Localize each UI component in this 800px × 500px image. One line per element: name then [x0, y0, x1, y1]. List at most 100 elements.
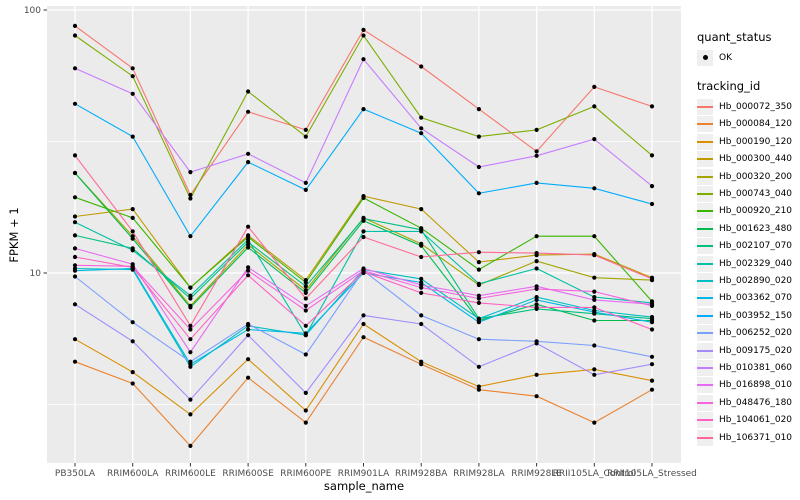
- data-point: [72, 274, 78, 279]
- data-point: [476, 250, 481, 255]
- legend-color-line-icon: [697, 158, 713, 161]
- data-point: [419, 313, 424, 318]
- data-point: [649, 362, 655, 367]
- data-point: [534, 394, 539, 399]
- legend-key-swatch: [697, 429, 713, 446]
- x-tick-label: RRIM928LE: [511, 469, 562, 479]
- legend-color-line-icon: [697, 419, 713, 422]
- legend-entry: Hb_000920_210: [697, 203, 799, 220]
- data-point: [476, 164, 481, 170]
- legend-key-swatch: [697, 412, 713, 429]
- data-point: [476, 281, 481, 286]
- data-point: [649, 327, 655, 332]
- data-point: [476, 134, 481, 139]
- data-point: [592, 318, 597, 323]
- data-point: [649, 303, 655, 308]
- data-point: [649, 378, 655, 383]
- data-point: [188, 397, 193, 402]
- x-tick-label: RRIM928BA: [395, 469, 448, 479]
- data-point: [592, 372, 597, 377]
- legend-color-line-icon: [697, 245, 713, 248]
- legend-color-line-icon: [697, 279, 713, 282]
- data-point: [419, 131, 424, 136]
- x-tick-label: RRIM928LA: [453, 469, 505, 479]
- data-point: [649, 153, 655, 158]
- data-point: [534, 305, 539, 310]
- legend-entry-label: Hb_002890_020: [719, 275, 793, 286]
- legend-entry-label: Hb_001623_480: [719, 223, 793, 234]
- legend-key-swatch: [697, 220, 713, 237]
- data-point: [130, 381, 135, 386]
- legend-key-swatch: [697, 359, 713, 376]
- data-point: [361, 216, 366, 221]
- legend-color-line-icon: [697, 140, 713, 143]
- data-point: [649, 354, 655, 359]
- data-point: [188, 359, 193, 364]
- data-point: [72, 214, 78, 219]
- data-point: [188, 327, 193, 332]
- legend-entry: Hb_000190_120: [697, 133, 799, 150]
- data-point: [361, 313, 366, 318]
- data-point: [130, 91, 135, 96]
- legend-entry: Hb_003362_070: [697, 290, 799, 307]
- data-point: [72, 33, 78, 38]
- legend-entry-label: Hb_003952_150: [719, 310, 793, 321]
- data-point: [592, 289, 597, 294]
- legend-key-swatch: [697, 168, 713, 185]
- data-point: [419, 207, 424, 212]
- data-point: [303, 303, 308, 308]
- legend-entry: Hb_016898_010: [697, 377, 799, 394]
- data-point: [72, 268, 78, 273]
- data-point: [188, 323, 193, 328]
- data-point: [534, 341, 539, 346]
- legend-entry-label: Hb_002107_070: [719, 241, 793, 252]
- data-point: [246, 357, 251, 362]
- legend-key-swatch: [697, 116, 713, 133]
- legend-entry: Hb_009175_020: [697, 342, 799, 359]
- data-point: [246, 327, 251, 332]
- data-point: [130, 236, 135, 241]
- data-point: [592, 367, 597, 372]
- legend-entry: Hb_104061_020: [697, 411, 799, 429]
- data-point: [361, 33, 366, 38]
- legend-entry: Hb_001623_480: [697, 220, 799, 237]
- data-point: [246, 333, 251, 338]
- data-point: [188, 293, 193, 298]
- data-point: [361, 27, 366, 32]
- data-point: [72, 302, 78, 307]
- data-point: [303, 284, 308, 289]
- data-point: [246, 321, 251, 327]
- legend-entry-label: Hb_000072_350: [719, 102, 793, 113]
- legend-entry-label: Hb_000190_120: [719, 136, 793, 147]
- legend-color-line-icon: [697, 106, 713, 109]
- legend-key-box: [697, 49, 713, 66]
- data-point: [188, 234, 193, 239]
- data-point: [649, 276, 655, 281]
- legend-key-swatch: [697, 151, 713, 168]
- data-point: [361, 195, 366, 200]
- data-point: [534, 251, 539, 256]
- data-point: [246, 273, 251, 278]
- legend-key-swatch: [697, 133, 713, 150]
- legend-entry-label: Hb_016898_010: [719, 380, 793, 391]
- data-point: [188, 285, 193, 290]
- data-point: [476, 296, 481, 301]
- data-point: [72, 254, 78, 260]
- data-point: [72, 66, 78, 71]
- data-point: [361, 57, 366, 62]
- legend-color-line-icon: [697, 349, 713, 352]
- data-point: [303, 352, 308, 357]
- legend-color-line-icon: [697, 297, 713, 300]
- legend-key-swatch: [697, 377, 713, 394]
- x-tick-label: PB350LA: [55, 469, 96, 479]
- legend-color-line-icon: [697, 332, 713, 335]
- legend-entry-label: Hb_104061_020: [719, 415, 793, 426]
- data-point: [246, 224, 251, 229]
- data-point: [592, 137, 597, 142]
- legend-entry: Hb_048476_180: [697, 394, 799, 411]
- data-point: [649, 320, 655, 325]
- legend-entry: Hb_000320_200: [697, 168, 799, 185]
- legend-key-swatch: [697, 325, 713, 342]
- data-point: [419, 126, 424, 131]
- legend-entry: Hb_000084_120: [697, 116, 799, 133]
